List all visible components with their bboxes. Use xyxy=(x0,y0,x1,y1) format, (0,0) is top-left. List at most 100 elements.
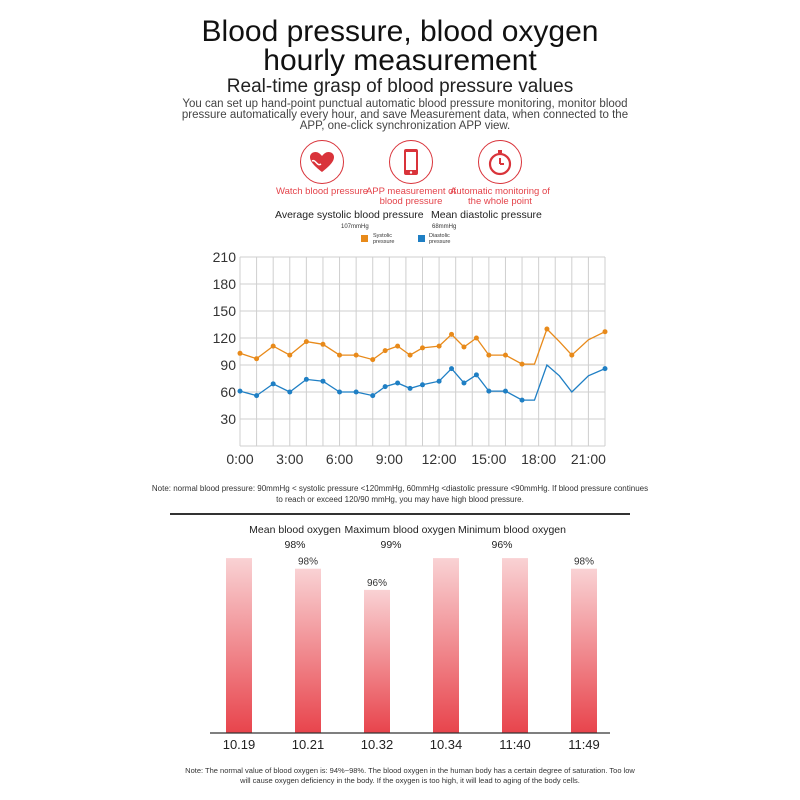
systolic-point xyxy=(237,350,243,356)
page-title-line1: Blood pressure, blood oxygen xyxy=(201,15,599,48)
diastolic-point xyxy=(270,381,276,387)
legend-systolic-swatch xyxy=(361,235,368,242)
diastolic-point xyxy=(519,397,525,403)
oxygen-bar-value-label: 99% xyxy=(229,555,249,557)
x-tick-label: 15:00 xyxy=(471,451,506,467)
y-tick-label: 60 xyxy=(220,384,236,400)
diastolic-point xyxy=(320,378,326,384)
systolic-point xyxy=(287,352,293,358)
diastolic-point xyxy=(486,388,492,394)
oxygen-bar-value-label: 99% xyxy=(436,555,456,557)
feature-label: Automatic monitoring of the whole point xyxy=(450,186,550,207)
y-tick-label: 30 xyxy=(220,411,236,427)
oxygen-bar-value-label: 96% xyxy=(367,578,387,589)
systolic-point xyxy=(602,329,608,335)
phone-icon xyxy=(389,140,433,184)
oxygen-bar xyxy=(226,558,252,733)
y-tick-label: 210 xyxy=(213,249,237,265)
systolic-point xyxy=(519,361,525,367)
systolic-point xyxy=(320,341,326,347)
systolic-point xyxy=(502,352,508,358)
systolic-point xyxy=(436,343,442,349)
oxygen-category-label: 11:40 xyxy=(499,737,531,752)
y-tick-label: 150 xyxy=(213,303,237,319)
min-oxygen-value: 96% xyxy=(491,539,513,551)
diastolic-point xyxy=(353,389,359,395)
y-tick-label: 180 xyxy=(213,276,237,292)
oxygen-category-label: 10.19 xyxy=(223,737,256,752)
systolic-point xyxy=(449,331,455,337)
section-subtitle: Real-time grasp of blood pressure values xyxy=(226,76,574,97)
feature-automatic-monitoring: Automatic monitoring of the whole point xyxy=(445,140,555,207)
legend-diastolic-swatch xyxy=(418,235,425,242)
mean-diastolic-value: 68mmHg xyxy=(432,224,457,230)
legend-diastolic-label: Diastolic pressure xyxy=(429,233,451,245)
feature-label: Watch blood pressure xyxy=(275,186,369,197)
x-tick-label: 6:00 xyxy=(326,451,353,467)
systolic-point xyxy=(254,356,260,362)
diastolic-point xyxy=(473,372,479,378)
systolic-point xyxy=(486,352,492,358)
oxygen-category-label: 10.21 xyxy=(292,737,325,752)
diastolic-point xyxy=(602,366,608,372)
mean-diastolic-title: Mean diastolic pressure xyxy=(431,209,542,221)
diastolic-point xyxy=(370,393,376,399)
oxygen-bar xyxy=(433,558,459,733)
x-tick-label: 3:00 xyxy=(276,451,303,467)
feature-watch-blood-pressure: Watch blood pressure xyxy=(267,140,377,197)
oxygen-bar-value-label: 98% xyxy=(574,557,594,568)
systolic-point xyxy=(370,357,376,363)
oxygen-bar xyxy=(571,568,597,733)
oxygen-bar-value-label: 99% xyxy=(505,555,525,557)
diastolic-point xyxy=(337,389,343,395)
diastolic-point xyxy=(461,380,467,386)
mean-oxygen-value: 98% xyxy=(284,539,306,551)
oxygen-bar xyxy=(502,558,528,733)
oxygen-bar xyxy=(364,589,390,733)
x-tick-label: 21:00 xyxy=(571,451,606,467)
blood-oxygen-chart: 99% 10.19 98% 10.21 96% 10.32 99% 10.34 99% 11:40… xyxy=(210,555,610,752)
feature-label: APP measurement of blood pressure xyxy=(365,186,457,207)
stopwatch-icon xyxy=(478,140,522,184)
diastolic-point xyxy=(436,378,442,384)
systolic-point xyxy=(382,348,388,354)
systolic-point xyxy=(461,344,467,350)
intro-text: You can set up hand-point punctual autom… xyxy=(181,98,629,132)
systolic-point xyxy=(395,343,401,349)
chart-grid xyxy=(239,256,606,447)
oxygen-bar-value-label: 98% xyxy=(298,557,318,568)
avg-systolic-title: Average systolic blood pressure xyxy=(275,209,424,221)
diastolic-point xyxy=(287,389,293,395)
systolic-point xyxy=(337,352,343,358)
oxygen-category-label: 10.34 xyxy=(430,737,463,752)
page-title-line2: hourly measurement xyxy=(263,44,537,77)
min-oxygen-title: Minimum blood oxygen xyxy=(458,524,566,536)
diastolic-point xyxy=(237,388,243,394)
systolic-point xyxy=(420,345,425,351)
max-oxygen-value: 99% xyxy=(380,539,402,551)
diastolic-point xyxy=(303,376,309,382)
x-tick-label: 9:00 xyxy=(376,451,403,467)
diastolic-point xyxy=(254,393,260,399)
diastolic-point xyxy=(382,384,388,390)
max-oxygen-title: Maximum blood oxygen xyxy=(344,524,456,536)
avg-systolic-value: 107mmHg xyxy=(341,224,369,230)
feature-app-measurement: APP measurement of blood pressure xyxy=(356,140,466,207)
section-divider xyxy=(170,513,630,515)
systolic-point xyxy=(473,335,479,341)
x-tick-label: 12:00 xyxy=(422,451,457,467)
systolic-point xyxy=(407,352,413,358)
systolic-point xyxy=(270,343,276,349)
diastolic-point xyxy=(395,380,401,386)
oxygen-category-label: 10.32 xyxy=(361,737,394,752)
diastolic-series-line xyxy=(239,363,606,401)
diastolic-point xyxy=(407,385,413,391)
oxygen-bar xyxy=(295,568,321,733)
y-tick-label: 120 xyxy=(213,330,237,346)
legend-systolic-label: Systolic pressure xyxy=(373,233,395,245)
systolic-point xyxy=(353,352,359,358)
mean-oxygen-title: Mean blood oxygen xyxy=(249,524,341,536)
diastolic-point xyxy=(502,388,508,394)
x-tick-label: 0:00 xyxy=(226,451,253,467)
systolic-point xyxy=(544,326,550,332)
